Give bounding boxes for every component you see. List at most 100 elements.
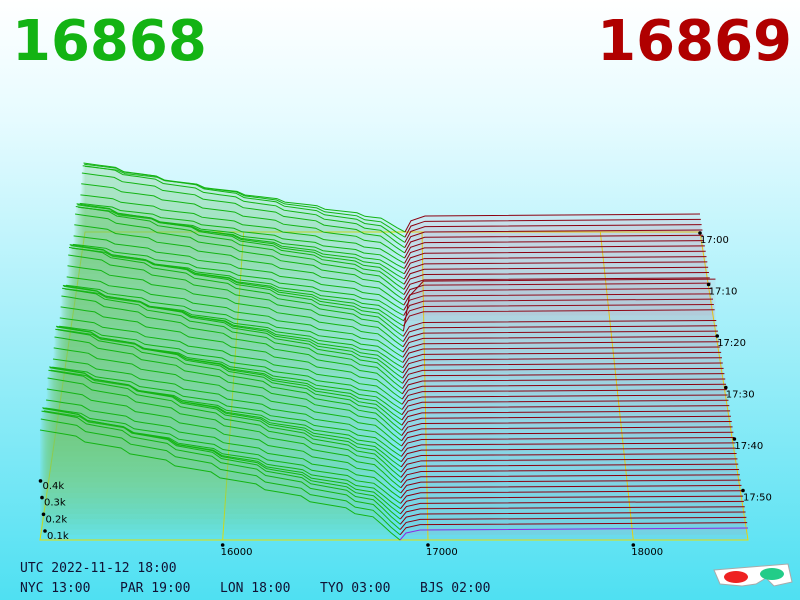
bid-curve <box>43 410 401 515</box>
bid-curve <box>45 407 401 504</box>
ask-fill <box>400 528 748 540</box>
ask-curve <box>402 335 719 353</box>
time-tick <box>715 334 719 338</box>
bid-curve <box>62 287 403 389</box>
bid-fill <box>57 329 402 420</box>
bid-fill <box>85 166 405 232</box>
depth-tick <box>41 512 46 517</box>
price-tick-label: 18000 <box>631 547 663 558</box>
bid-curve <box>83 162 406 243</box>
ask-curve <box>402 278 716 332</box>
ask-fill <box>403 304 714 321</box>
depth-tick-label: 0.1k <box>47 531 69 542</box>
bid-curve <box>57 328 403 421</box>
ask-curve <box>401 426 733 442</box>
bid-fill <box>40 419 401 535</box>
bid-curve <box>50 369 402 468</box>
bid-curve <box>78 206 405 280</box>
3d-glasses-icon[interactable] <box>713 563 793 587</box>
bid-curve <box>68 246 404 343</box>
bid-curve <box>46 388 402 494</box>
ask-fill <box>404 261 708 279</box>
price-tick <box>426 543 430 547</box>
ask-curve <box>403 266 709 285</box>
ask-fill <box>404 224 702 243</box>
time-tick-label: 17:10 <box>709 287 738 298</box>
ask-curve <box>404 224 702 243</box>
bid-fill <box>40 430 400 540</box>
ask-fill <box>404 256 707 274</box>
zone-time: BJS 02:00 <box>420 581 490 596</box>
zone-time: LON 18:00 <box>220 581 290 596</box>
red-lens <box>724 571 748 583</box>
ask-curve <box>400 495 744 509</box>
ask-fill <box>405 214 700 232</box>
cyan-lens <box>760 568 784 580</box>
ask-curve <box>400 479 741 494</box>
ask-curve <box>399 511 746 525</box>
ask-curve <box>403 309 715 327</box>
bid-fill <box>49 367 402 473</box>
bid-fill <box>47 378 401 488</box>
bid-curve <box>66 276 404 358</box>
ask-curve <box>401 378 726 395</box>
time-tick-label: 17:00 <box>700 235 729 246</box>
bid-fill <box>50 370 402 467</box>
ask-curve <box>404 218 701 238</box>
ask-curve <box>401 399 729 415</box>
bid-curve <box>74 224 405 306</box>
ask-curve <box>402 325 718 342</box>
bid-curve <box>40 418 401 536</box>
bid-curve <box>80 194 405 264</box>
bid-fill <box>58 329 403 415</box>
bid-curve <box>76 203 405 290</box>
depth-tick <box>38 479 43 483</box>
ask-curve <box>401 415 731 431</box>
ask-curve <box>400 484 742 499</box>
depth-tick-label: 0.2k <box>46 514 68 525</box>
ask-fill <box>403 279 716 332</box>
time-tick <box>724 385 728 390</box>
bid-fill <box>43 408 401 520</box>
bid-fill <box>54 337 402 441</box>
ask-curve <box>403 303 714 322</box>
time-tick <box>732 437 737 441</box>
ask-curve <box>402 351 722 368</box>
ask-curve <box>402 330 718 348</box>
bid-curve <box>59 325 403 410</box>
bid-curve <box>81 172 405 254</box>
bid-curve <box>41 410 401 530</box>
bid-curve <box>60 306 403 400</box>
bid-fill <box>53 347 402 447</box>
bid-curve <box>48 369 402 483</box>
ask-fill <box>404 245 705 264</box>
ask-curve <box>404 240 705 259</box>
bid-fill <box>78 207 405 274</box>
time-tick-label: 17:30 <box>726 390 755 401</box>
ask-fill <box>401 432 734 447</box>
bid-curve <box>62 284 403 384</box>
ask-curve <box>403 293 713 311</box>
bid-fill <box>75 206 405 295</box>
bid-curve <box>47 377 402 489</box>
bid-curve <box>54 336 402 442</box>
time-tick-label: 17:20 <box>717 338 746 349</box>
ask-curve <box>402 346 721 363</box>
bid-curve <box>84 165 406 233</box>
bid-curve <box>75 206 405 296</box>
ask-curve <box>400 458 738 473</box>
ask-curve <box>403 288 712 306</box>
ask-curve <box>400 452 737 468</box>
bid-price: 16868 <box>12 9 207 74</box>
bid-fill <box>61 296 403 394</box>
ask-fill <box>404 235 704 253</box>
time-tick <box>706 282 711 287</box>
ask-curve <box>400 447 736 462</box>
bid-curve <box>81 183 405 259</box>
ask-curve <box>400 500 744 515</box>
floor-line <box>599 231 634 541</box>
axis-labels: 0.1k 0.2k 0.3k 0.4k 16000 17000 18000 17:00 17:1… <box>38 231 772 558</box>
ask-curve <box>400 442 735 457</box>
bid-fill <box>73 235 404 311</box>
ask-curve <box>401 421 732 436</box>
